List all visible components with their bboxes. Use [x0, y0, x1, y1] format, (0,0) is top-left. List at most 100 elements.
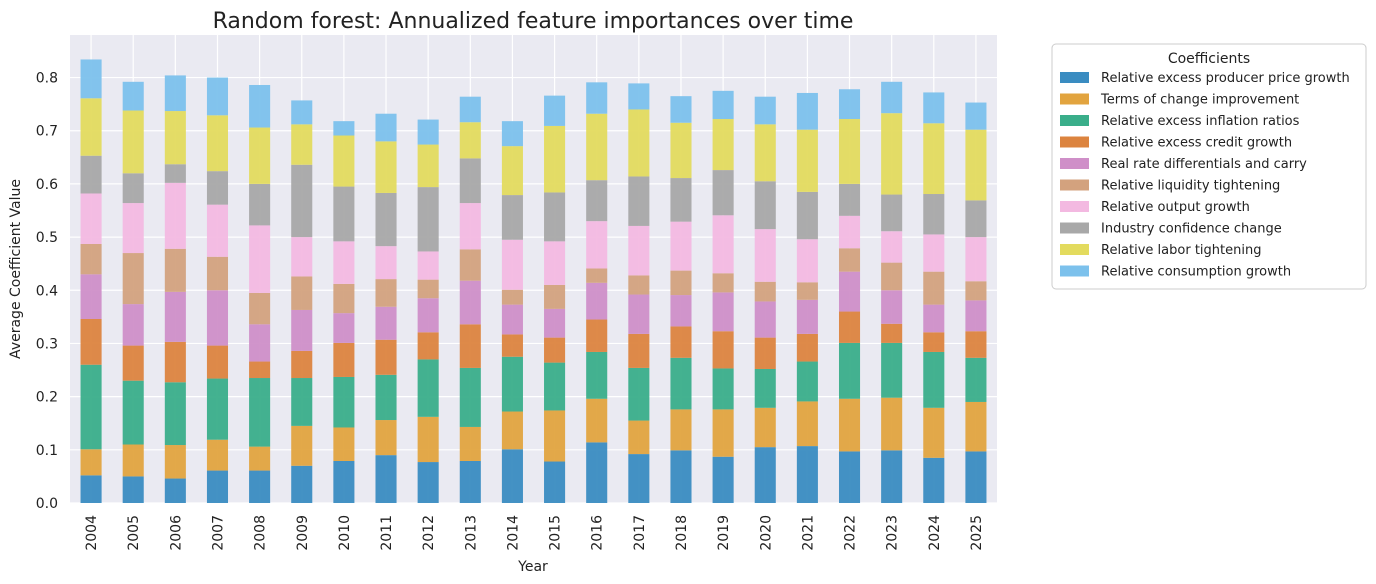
bar-segment: [122, 345, 144, 381]
legend-label: Relative liquidity tightening: [1101, 179, 1280, 194]
bar-segment: [712, 409, 734, 457]
bar-segment: [586, 113, 608, 181]
bar-segment: [417, 119, 439, 145]
bar-segment: [333, 376, 355, 428]
bar-segment: [291, 237, 313, 277]
bar-segment: [206, 204, 229, 257]
bar-segment: [417, 359, 439, 417]
bar-segment: [80, 244, 102, 275]
bar-segment: [80, 59, 102, 99]
bar-segment: [754, 447, 776, 503]
bar-segment: [206, 256, 229, 291]
bar-segment: [206, 290, 229, 346]
bar-segment: [501, 304, 523, 335]
legend-swatch: [1060, 158, 1089, 169]
bar-segment: [628, 83, 650, 110]
bar-segment: [881, 323, 903, 343]
bar-segment: [459, 249, 481, 281]
bar-segment: [80, 155, 102, 194]
bar-segment: [796, 299, 818, 334]
bar-segment: [628, 109, 650, 177]
bar-segment: [122, 173, 144, 204]
bar-segment: [249, 378, 271, 447]
bar-segment: [712, 292, 734, 332]
bar-segment: [670, 409, 692, 451]
bar-segment: [754, 301, 776, 338]
legend-label: Relative excess producer price growth: [1101, 71, 1350, 86]
bar-segment: [375, 192, 397, 247]
bar-segment: [122, 81, 144, 111]
x-axis-label: Year: [517, 559, 548, 575]
bar-segment: [923, 332, 945, 352]
bar-segment: [122, 476, 144, 503]
bar-segment: [712, 331, 734, 369]
x-tick-label: 2005: [126, 515, 142, 551]
x-tick-label: 2006: [168, 515, 184, 551]
bar-segment: [923, 351, 945, 408]
legend-label: Industry confidence change: [1101, 222, 1282, 237]
bar-segment: [417, 298, 439, 333]
bar-segment: [754, 368, 776, 408]
bar-segment: [122, 110, 144, 174]
bar-segment: [544, 461, 566, 503]
bar-segment: [628, 176, 650, 226]
x-tick-label: 2020: [758, 515, 774, 551]
bar-segment: [333, 427, 355, 461]
bar-segment: [164, 291, 186, 342]
bar-segment: [459, 426, 481, 461]
x-tick-label: 2010: [337, 515, 353, 551]
y-tick-labels: 0.0 0.1 0.2 0.3 0.4 0.5 0.6 0.7 0.8: [36, 71, 58, 512]
bar-segment: [628, 420, 650, 455]
bar-segment: [249, 292, 271, 325]
bar-segment: [164, 445, 186, 479]
bar-segment: [544, 308, 566, 338]
bar-segment: [417, 187, 439, 252]
bar-segment: [838, 398, 861, 452]
bar-segment: [501, 289, 523, 305]
bar-segment: [628, 454, 650, 503]
legend-swatch: [1060, 244, 1089, 255]
bar-segment: [291, 309, 313, 351]
bar-segment: [796, 401, 818, 447]
bar-segment: [164, 164, 186, 183]
bar-segment: [796, 282, 818, 300]
bar-segment: [501, 146, 523, 196]
bar-segment: [923, 304, 945, 333]
bar-segment: [754, 407, 776, 448]
bar-segment: [965, 401, 987, 452]
legend-label: Relative excess credit growth: [1101, 136, 1292, 151]
bar-segment: [796, 333, 818, 362]
bar-segment: [291, 350, 313, 379]
bar-segment: [206, 345, 229, 379]
bar-segment: [965, 102, 987, 130]
bar-segment: [80, 364, 102, 450]
bar-segment: [586, 221, 608, 269]
bar-segment: [417, 462, 439, 503]
bar-segment: [164, 382, 186, 446]
bar-segment: [333, 135, 355, 187]
bar-segment: [754, 96, 776, 125]
bar-segment: [881, 450, 903, 503]
bar-segment: [754, 281, 776, 302]
y-axis-label: Average Coefficient Value: [8, 179, 24, 359]
legend-label: Relative excess inflation ratios: [1101, 114, 1300, 129]
bar-segment: [586, 442, 608, 503]
bar-segment: [164, 478, 186, 503]
bar-segment: [249, 183, 271, 226]
y-tick-label: 0.5: [36, 230, 58, 246]
bar-segment: [249, 127, 271, 184]
x-tick-label: 2021: [800, 515, 816, 551]
bar-segment: [881, 194, 903, 232]
bar-segment: [501, 239, 523, 290]
bar-segment: [80, 318, 102, 365]
bar-segment: [501, 195, 523, 240]
x-tick-label: 2004: [84, 515, 100, 551]
bar-segment: [206, 470, 229, 503]
y-tick-label: 0.0: [36, 496, 58, 512]
bar-segment: [333, 186, 355, 242]
x-tick-label: 2009: [295, 515, 311, 551]
bar-segment: [628, 367, 650, 421]
chart-title: Random forest: Annualized feature import…: [213, 9, 854, 34]
bar-segment: [923, 407, 945, 458]
bar-segment: [796, 239, 818, 283]
